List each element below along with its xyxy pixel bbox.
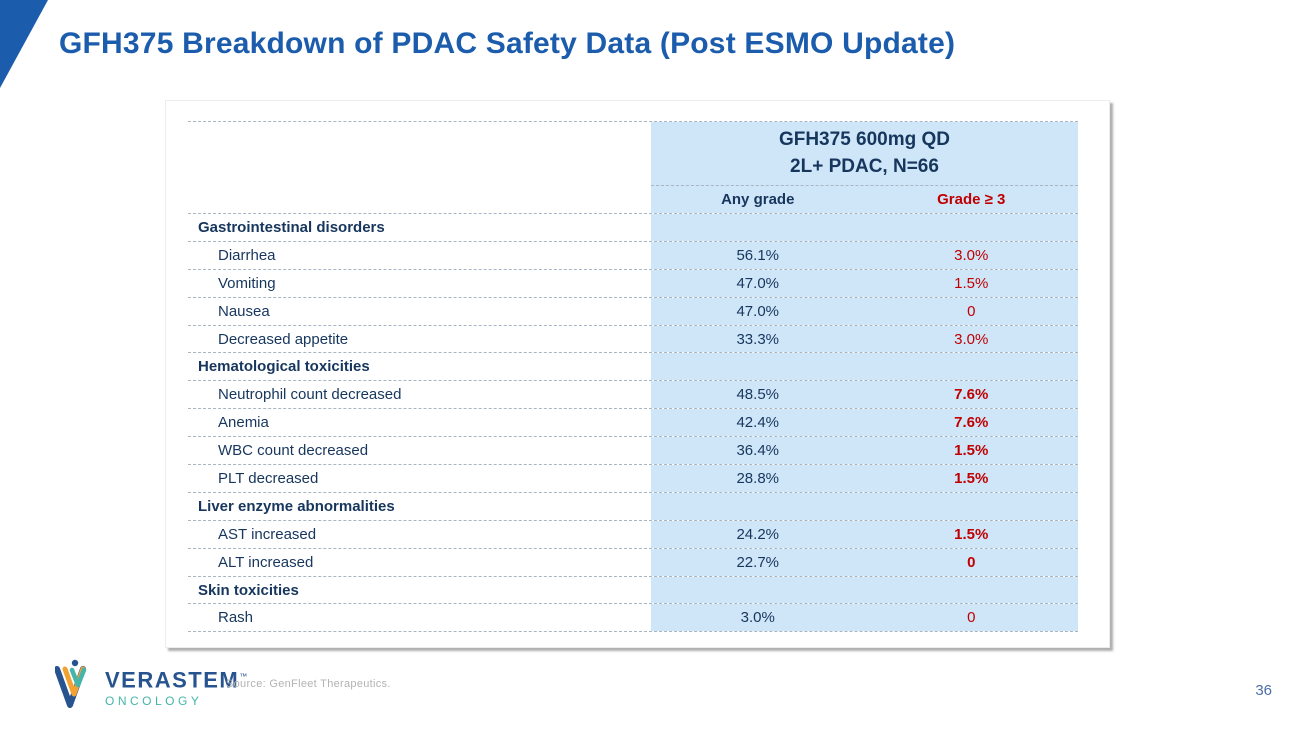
any-grade-value: 48.5% [651,381,865,409]
table-row-category: Skin toxicities [188,576,1078,605]
any-grade-value [651,492,865,520]
header-dose-line: GFH375 600mg QD [778,129,951,150]
table-row-category: Liver enzyme abnormalities [188,492,1078,521]
row-label: Rash [218,609,254,627]
column-header-any-grade: Any grade [721,191,795,208]
any-grade-value [651,353,865,381]
any-grade-value: 3.0% [651,604,865,632]
any-grade-value: 47.0% [651,269,865,297]
grade3-value: 0 [864,297,1078,325]
row-label: Gastrointestinal disorders [198,218,385,236]
any-grade-value: 22.7% [651,548,865,576]
any-grade-value: 42.4% [651,409,865,437]
grade3-value [864,214,1078,241]
any-grade-value: 33.3% [651,325,865,353]
logo-brand-text: VERASTEM™ [105,667,249,693]
table-row: Rash 3.0% 0 [188,604,1078,633]
logo-subbrand-text: ONCOLOGY [105,694,203,709]
verastem-v-icon [55,659,87,708]
grade3-value: 1.5% [864,465,1078,492]
safety-data-table-card: GFH375 600mg QD 2L+ PDAC, N=66 Any grade… [165,100,1110,648]
logo-trademark: ™ [239,672,249,681]
grade3-value [864,353,1078,381]
row-label: Nausea [218,302,270,320]
grade3-value: 1.5% [864,437,1078,465]
verastem-logo: VERASTEM™ ONCOLOGY [55,658,249,710]
grade3-value: 1.5% [864,269,1078,297]
row-label: PLT decreased [218,469,319,487]
corner-accent-shape [0,0,48,88]
row-label: Diarrhea [218,246,276,264]
grade3-value: 0 [864,548,1078,576]
any-grade-value [651,214,865,241]
table-row: Anemia 42.4% 7.6% [188,409,1078,438]
grade3-value [864,576,1078,604]
row-label: Skin toxicities [198,581,299,599]
table-row-category: Hematological toxicities [188,353,1078,382]
any-grade-value: 47.0% [651,297,865,325]
verastem-wordmark: VERASTEM™ ONCOLOGY [105,666,249,709]
table-row: ALT increased 22.7% 0 [188,548,1078,577]
table-header: GFH375 600mg QD 2L+ PDAC, N=66 Any grade… [188,121,1078,214]
grade3-value: 3.0% [864,241,1078,269]
table-header-empty-cell [188,122,651,213]
grade3-value [864,492,1078,520]
table-row: AST increased 24.2% 1.5% [188,520,1078,549]
row-label: ALT increased [218,553,314,571]
any-grade-value: 24.2% [651,520,865,548]
table-row: Neutrophil count decreased 48.5% 7.6% [188,381,1078,410]
row-label: Decreased appetite [218,330,349,348]
page-number: 36 [1255,682,1272,699]
grade3-value: 7.6% [864,409,1078,437]
table-row: PLT decreased 28.8% 1.5% [188,465,1078,493]
any-grade-value: 36.4% [651,437,865,465]
grade3-value: 3.0% [864,325,1078,353]
safety-data-table: GFH375 600mg QD 2L+ PDAC, N=66 Any grade… [188,121,1078,633]
any-grade-value: 28.8% [651,465,865,492]
slide-title: GFH375 Breakdown of PDAC Safety Data (Po… [59,27,956,60]
row-label: Anemia [218,414,269,432]
table-column-headers: Any grade Grade ≥ 3 [651,186,1078,213]
row-label: Hematological toxicities [198,358,370,376]
row-label: Neutrophil count decreased [218,386,402,404]
table-row-category: Gastrointestinal disorders [188,214,1078,242]
any-grade-value: 56.1% [651,241,865,269]
grade3-value: 7.6% [864,381,1078,409]
row-label: Liver enzyme abnormalities [198,497,395,515]
table-header-title: GFH375 600mg QD 2L+ PDAC, N=66 [651,122,1078,186]
table-row: Diarrhea 56.1% 3.0% [188,241,1078,270]
table-row: Nausea 47.0% 0 [188,297,1078,326]
row-label: Vomiting [218,274,276,292]
table-row: Vomiting 47.0% 1.5% [188,269,1078,298]
table-header-group: GFH375 600mg QD 2L+ PDAC, N=66 Any grade… [651,122,1078,213]
table-body: Gastrointestinal disorders Diarrhea 56.1% 3… [188,214,1078,633]
any-grade-value [651,576,865,604]
row-label: WBC count decreased [218,442,369,460]
column-header-grade-3: Grade ≥ 3 [937,191,1006,208]
header-population-line: 2L+ PDAC, N=66 [790,156,939,177]
grade3-value: 0 [864,604,1078,632]
table-row: WBC count decreased 36.4% 1.5% [188,437,1078,466]
grade3-value: 1.5% [864,520,1078,548]
table-row: Decreased appetite 33.3% 3.0% [188,325,1078,354]
row-label: AST increased [218,525,317,543]
source-note: Source: GenFleet Therapeutics. [226,678,391,690]
